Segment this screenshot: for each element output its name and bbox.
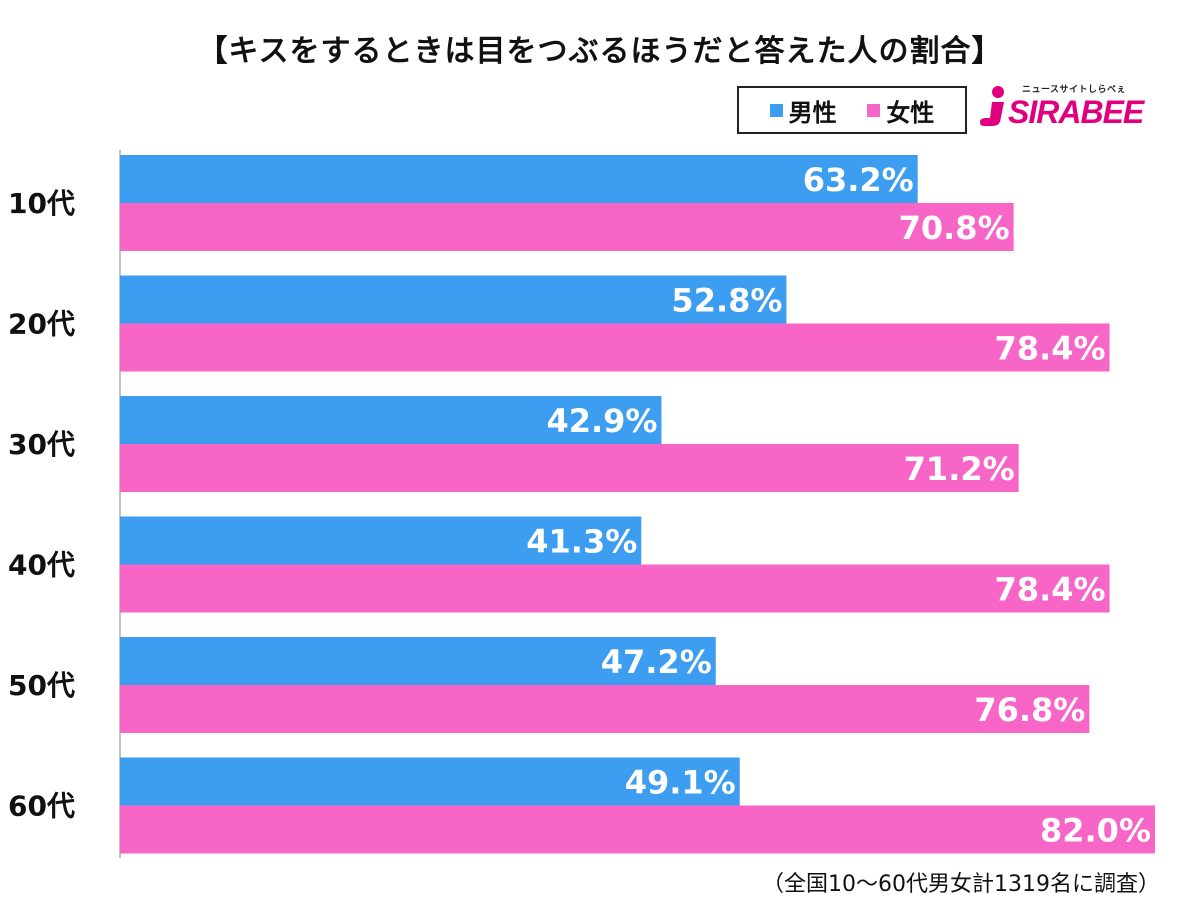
bar-male	[120, 275, 787, 324]
bar-female	[120, 323, 1110, 372]
bar-male	[120, 637, 716, 685]
bar-female	[120, 685, 1090, 733]
bar-male	[120, 396, 662, 444]
bar-female	[120, 805, 1155, 854]
logo-text: SIRABEE	[1008, 94, 1144, 130]
survey-note: （全国10～60代男女計1319名に調査）	[762, 872, 1160, 897]
sirabee-logo: ニュースサイトしらべぇ SIRABEE	[978, 82, 1144, 130]
bar-male	[120, 155, 918, 203]
data-label-male: 63.2%	[803, 161, 914, 199]
legend-swatch-female	[867, 103, 881, 117]
bar-male	[120, 516, 642, 565]
data-label-male: 49.1%	[625, 764, 736, 802]
data-label-female: 71.2%	[904, 450, 1015, 488]
category-label: 40代	[8, 549, 75, 582]
legend-label-female: 女性	[886, 98, 935, 127]
category-label: 60代	[8, 790, 75, 823]
data-label-female: 78.4%	[995, 571, 1106, 609]
category-label: 50代	[8, 669, 75, 702]
data-label-female: 70.8%	[899, 209, 1010, 247]
bar-male	[120, 757, 740, 806]
data-label-female: 76.8%	[974, 691, 1085, 729]
bar-female	[120, 564, 1110, 613]
data-label-female: 78.4%	[995, 330, 1106, 368]
legend-label-male: 男性	[788, 98, 837, 127]
data-label-male: 47.2%	[601, 643, 712, 681]
legend-item-female: 女性	[867, 93, 934, 128]
category-label: 20代	[8, 308, 75, 341]
logo-tagline: ニュースサイトしらべぇ	[1022, 85, 1127, 95]
logo-i-icon	[980, 86, 1004, 126]
legend-item-male: 男性	[769, 93, 837, 128]
data-label-male: 52.8%	[671, 282, 782, 320]
data-label-male: 42.9%	[546, 402, 657, 440]
bar-female	[120, 444, 1019, 492]
data-label-female: 82.0%	[1040, 812, 1151, 850]
category-label: 10代	[8, 187, 75, 220]
legend: 男性 女性	[737, 86, 967, 134]
legend-swatch-male	[769, 103, 783, 117]
chart-title: 【キスをするときは目をつぶるほうだと答えた人の割合】	[197, 34, 1003, 69]
data-label-male: 41.3%	[526, 523, 637, 561]
category-label: 30代	[8, 428, 75, 461]
bar-female	[120, 203, 1014, 251]
